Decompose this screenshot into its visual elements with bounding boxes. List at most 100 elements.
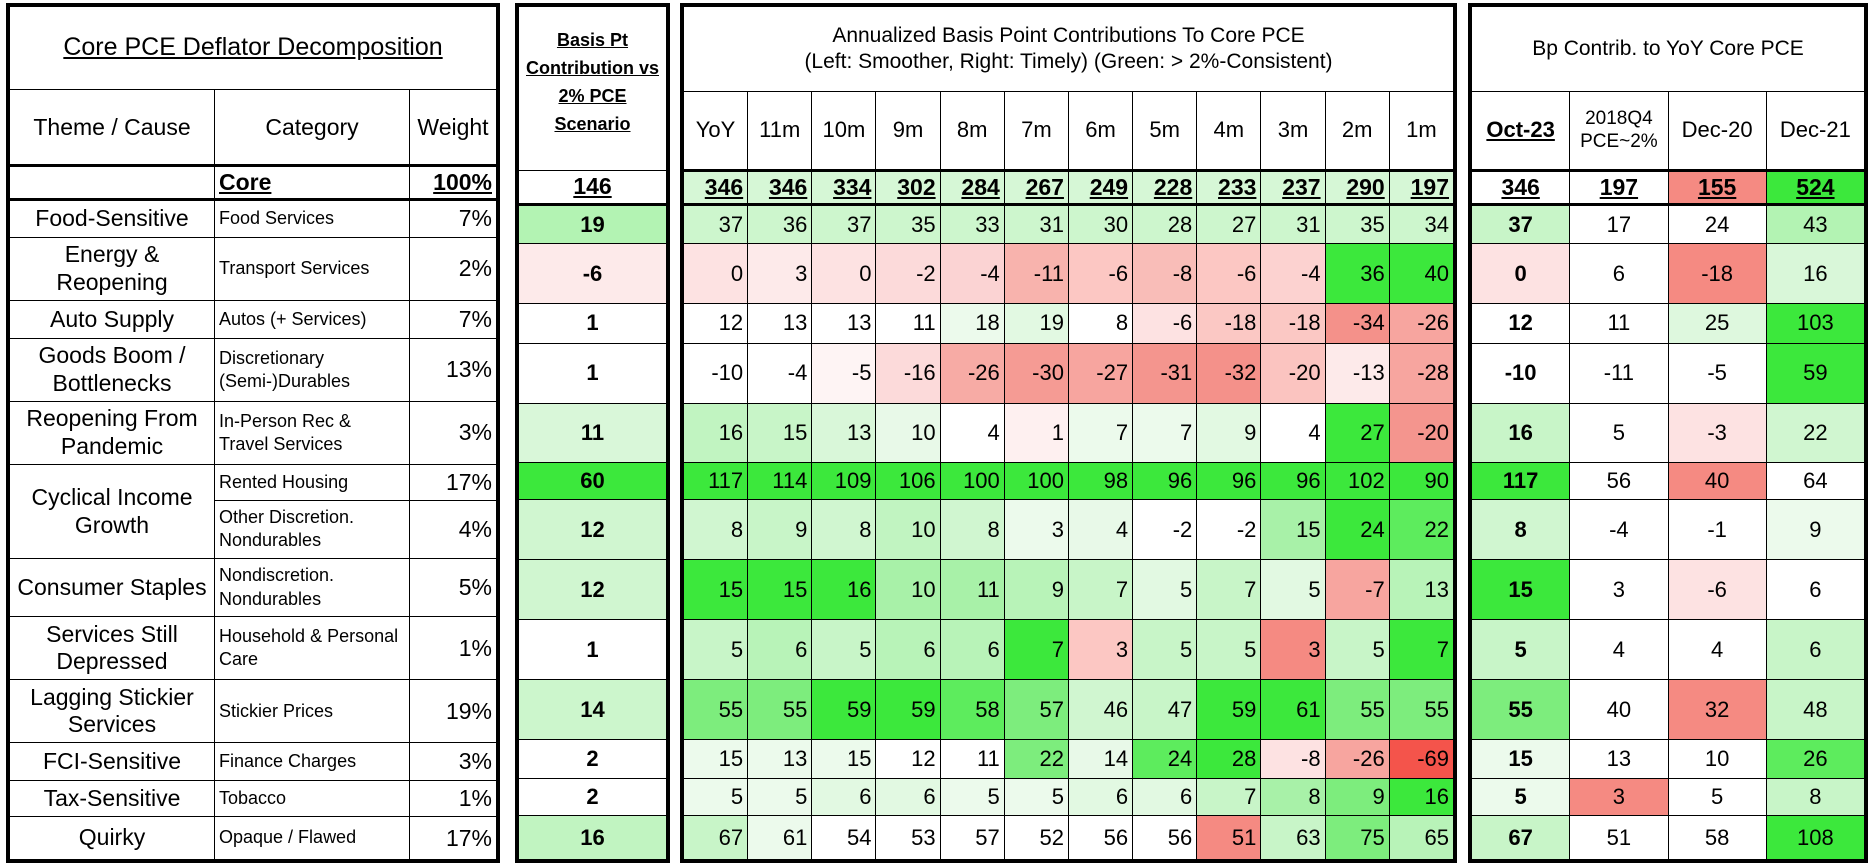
- yoy-value-cell: 4: [1569, 619, 1669, 681]
- period-value-cell: 11: [875, 303, 941, 344]
- yoy-value-cell: -5: [1667, 342, 1767, 404]
- yoy-value-cell: 5: [1470, 619, 1571, 681]
- period-value-cell: 100: [939, 462, 1005, 501]
- basis-cell: 2: [518, 778, 667, 817]
- period-value-cell: 106: [875, 462, 941, 501]
- weight-cell: 17%: [409, 816, 497, 860]
- period-value-cell: 15: [747, 559, 813, 621]
- period-value-cell: 18: [939, 303, 1005, 344]
- period-value-cell: 8: [1067, 303, 1134, 344]
- period-value-cell: 35: [875, 204, 941, 245]
- core-yoy-value: 346: [1470, 169, 1571, 207]
- period-value-cell: 46: [1067, 679, 1134, 741]
- period-value-cell: 0: [811, 243, 877, 305]
- core-period-value: 290: [1324, 169, 1390, 207]
- period-value-cell: 3: [747, 243, 813, 305]
- core-period-value: 284: [939, 169, 1005, 207]
- period-value-cell: 6: [811, 778, 877, 817]
- core-period-value: 233: [1196, 169, 1262, 207]
- decomposition-panel: Core PCE Deflator Decomposition Theme / …: [6, 3, 500, 863]
- period-value-cell: 12: [875, 739, 941, 780]
- period-value-cell: 11: [939, 559, 1005, 621]
- period-value-cell: 59: [875, 679, 941, 741]
- yoy-value-cell: -1: [1667, 499, 1767, 561]
- yoy-value-cell: 26: [1765, 739, 1866, 780]
- period-value-cell: 36: [1324, 243, 1390, 305]
- core-period-value: 237: [1260, 169, 1326, 207]
- weight-cell: 5%: [409, 558, 497, 618]
- period-value-cell: 55: [747, 679, 813, 741]
- category-cell: Opaque / Flawed: [214, 816, 410, 860]
- weight-cell: 13%: [409, 338, 497, 402]
- category-cell: Food Services: [214, 198, 410, 238]
- period-value-cell: -8: [1132, 243, 1198, 305]
- period-value-cell: 7: [1067, 402, 1134, 464]
- period-value-cell: 24: [1324, 499, 1390, 561]
- period-value-cell: 5: [1003, 778, 1069, 817]
- period-value-cell: 5: [811, 619, 877, 681]
- yoy-value-cell: 5: [1569, 402, 1669, 464]
- category-cell: Other Discretion. Nondurables: [214, 499, 410, 560]
- period-value-cell: -30: [1003, 342, 1069, 404]
- yoy-value-cell: 6: [1765, 619, 1866, 681]
- basis-cell: 19: [518, 204, 667, 245]
- theme-cell: Consumer Staples: [9, 558, 215, 618]
- period-value-cell: 6: [939, 619, 1005, 681]
- period-value-cell: 27: [1324, 402, 1390, 464]
- period-value-cell: 96: [1196, 462, 1262, 501]
- period-value-cell: -26: [939, 342, 1005, 404]
- yoy-col-header: Dec-21: [1765, 91, 1866, 172]
- yoy-value-cell: -10: [1470, 342, 1571, 404]
- category-cell: Household & Personal Care: [214, 616, 410, 681]
- period-value-cell: -7: [1324, 559, 1390, 621]
- period-header: 1m: [1388, 91, 1455, 172]
- weight-cell: 1%: [409, 616, 497, 681]
- category-header: Category: [214, 88, 410, 168]
- period-value-cell: 5: [682, 778, 749, 817]
- period-value-cell: 5: [682, 619, 749, 681]
- period-value-cell: 16: [1388, 778, 1455, 817]
- period-value-cell: 5: [1324, 619, 1390, 681]
- period-header: 7m: [1003, 91, 1069, 172]
- period-value-cell: 52: [1003, 815, 1069, 860]
- period-value-cell: 7: [1196, 778, 1262, 817]
- period-header: 4m: [1196, 91, 1262, 172]
- period-value-cell: 15: [811, 739, 877, 780]
- period-header: 5m: [1132, 91, 1198, 172]
- category-cell: Finance Charges: [214, 742, 410, 782]
- period-value-cell: 90: [1388, 462, 1455, 501]
- period-value-cell: 13: [1388, 559, 1455, 621]
- yoy-col-header: Oct-23: [1470, 91, 1571, 172]
- yoy-value-cell: 37: [1470, 204, 1571, 245]
- period-value-cell: 5: [939, 778, 1005, 817]
- period-value-cell: -4: [747, 342, 813, 404]
- weight-cell: 1%: [409, 780, 497, 818]
- theme-header: Theme / Cause: [9, 88, 215, 168]
- period-value-cell: 31: [1003, 204, 1069, 245]
- yoy-value-cell: 59: [1765, 342, 1866, 404]
- period-value-cell: 65: [1388, 815, 1455, 860]
- annualized-title: Annualized Basis Point Contributions To …: [683, 5, 1454, 93]
- theme-cell: Quirky: [9, 816, 215, 860]
- period-value-cell: -4: [939, 243, 1005, 305]
- period-value-cell: 34: [1388, 204, 1455, 245]
- period-value-cell: 55: [1324, 679, 1390, 741]
- period-value-cell: 1: [1003, 402, 1069, 464]
- theme-cell: Goods Boom / Bottlenecks: [9, 338, 215, 402]
- period-value-cell: 57: [939, 815, 1005, 860]
- period-value-cell: 9: [1324, 778, 1390, 817]
- period-value-cell: 16: [811, 559, 877, 621]
- period-value-cell: 75: [1324, 815, 1390, 860]
- basis-cell: 14: [518, 679, 667, 741]
- period-value-cell: 19: [1003, 303, 1069, 344]
- yoy-value-cell: 15: [1470, 739, 1571, 780]
- period-value-cell: 22: [1388, 499, 1455, 561]
- yoy-value-cell: 32: [1667, 679, 1767, 741]
- period-value-cell: 7: [1067, 559, 1134, 621]
- period-value-cell: -11: [1003, 243, 1069, 305]
- period-value-cell: 54: [811, 815, 877, 860]
- yoy-value-cell: 5: [1470, 778, 1571, 817]
- period-value-cell: 61: [1260, 679, 1326, 741]
- period-value-cell: 14: [1067, 739, 1134, 780]
- period-value-cell: -16: [875, 342, 941, 404]
